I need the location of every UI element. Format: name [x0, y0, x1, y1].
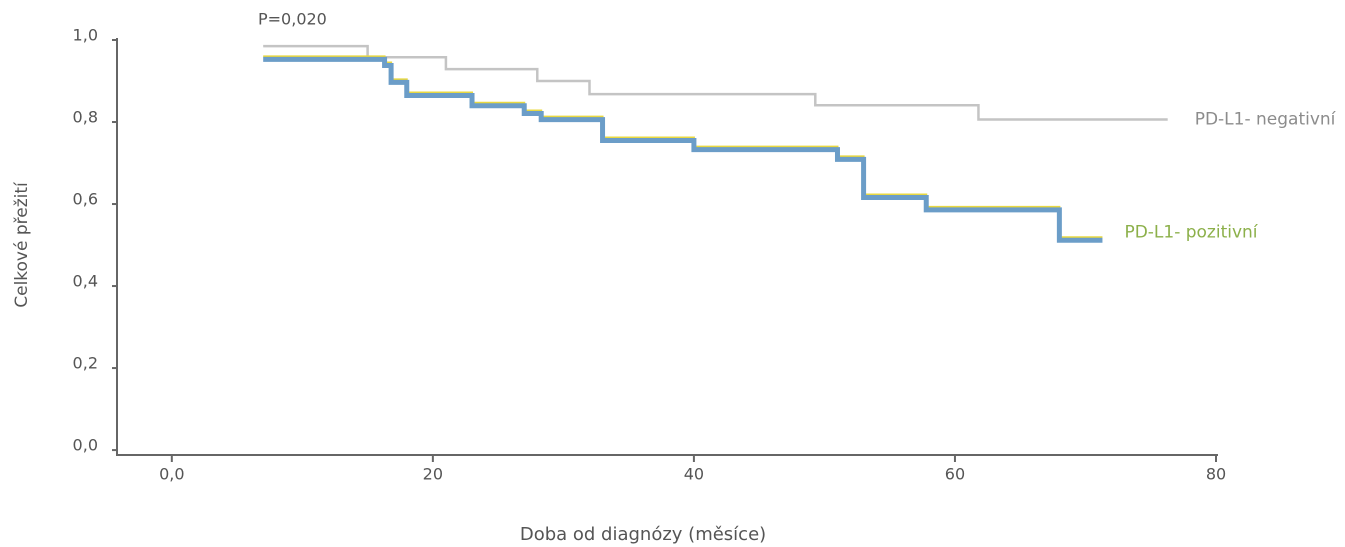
x-tick-label: 0,0: [159, 465, 184, 484]
survival-line: [263, 56, 1103, 243]
x-tick-label: 20: [423, 465, 443, 484]
annotation: P=0,020: [258, 10, 327, 29]
series-label: PD-L1- negativní: [1195, 110, 1337, 130]
x-tick-label: 80: [1206, 465, 1226, 484]
y-tick-label: 0,2: [73, 354, 98, 373]
x-tick-label: 60: [945, 465, 965, 484]
y-tick-label: 0,4: [73, 272, 98, 291]
x-tick-label: 40: [684, 465, 704, 484]
line-highlight: [263, 55, 1103, 239]
series-label: PD-L1- pozitivní: [1124, 223, 1258, 243]
y-tick-label: 0,8: [73, 108, 98, 127]
y-axis-label: Celkové přežití: [12, 181, 32, 308]
y-tick-label: 1,0: [73, 26, 98, 45]
y-tick-label: 0,0: [73, 436, 98, 455]
x-axis-label: Doba od diagnózy (měsíce): [520, 524, 766, 545]
y-tick-label: 0,6: [73, 190, 98, 209]
